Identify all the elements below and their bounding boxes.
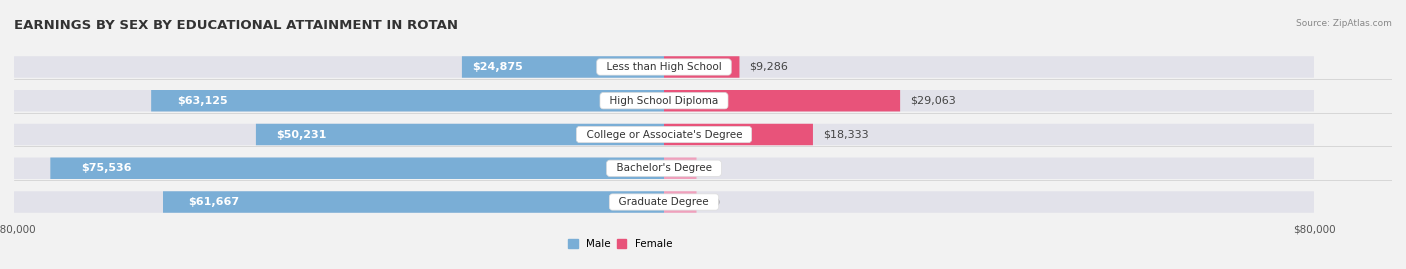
- FancyBboxPatch shape: [14, 158, 1315, 179]
- Legend: Male, Female: Male, Female: [564, 235, 676, 253]
- FancyBboxPatch shape: [463, 56, 664, 78]
- Text: Bachelor's Degree: Bachelor's Degree: [610, 163, 718, 173]
- Text: High School Diploma: High School Diploma: [603, 96, 725, 106]
- Text: $9,286: $9,286: [749, 62, 789, 72]
- Text: $18,333: $18,333: [823, 129, 869, 140]
- FancyBboxPatch shape: [664, 191, 696, 213]
- FancyBboxPatch shape: [256, 124, 664, 145]
- FancyBboxPatch shape: [14, 191, 1315, 213]
- Text: Graduate Degree: Graduate Degree: [613, 197, 716, 207]
- FancyBboxPatch shape: [14, 90, 1315, 111]
- Text: $24,875: $24,875: [472, 62, 523, 72]
- FancyBboxPatch shape: [664, 56, 740, 78]
- Text: $61,667: $61,667: [188, 197, 239, 207]
- Text: $75,536: $75,536: [82, 163, 132, 173]
- Text: $0: $0: [706, 197, 720, 207]
- FancyBboxPatch shape: [664, 158, 696, 179]
- Text: $50,231: $50,231: [277, 129, 326, 140]
- Text: $0: $0: [706, 163, 720, 173]
- FancyBboxPatch shape: [152, 90, 664, 111]
- FancyBboxPatch shape: [664, 124, 813, 145]
- FancyBboxPatch shape: [664, 90, 900, 111]
- Text: Source: ZipAtlas.com: Source: ZipAtlas.com: [1296, 19, 1392, 28]
- FancyBboxPatch shape: [163, 191, 664, 213]
- Text: $29,063: $29,063: [910, 96, 956, 106]
- FancyBboxPatch shape: [14, 56, 1315, 78]
- Text: Less than High School: Less than High School: [600, 62, 728, 72]
- FancyBboxPatch shape: [14, 124, 1315, 145]
- Text: College or Associate's Degree: College or Associate's Degree: [579, 129, 748, 140]
- FancyBboxPatch shape: [51, 158, 664, 179]
- Text: EARNINGS BY SEX BY EDUCATIONAL ATTAINMENT IN ROTAN: EARNINGS BY SEX BY EDUCATIONAL ATTAINMEN…: [14, 19, 458, 32]
- Text: $63,125: $63,125: [177, 96, 228, 106]
